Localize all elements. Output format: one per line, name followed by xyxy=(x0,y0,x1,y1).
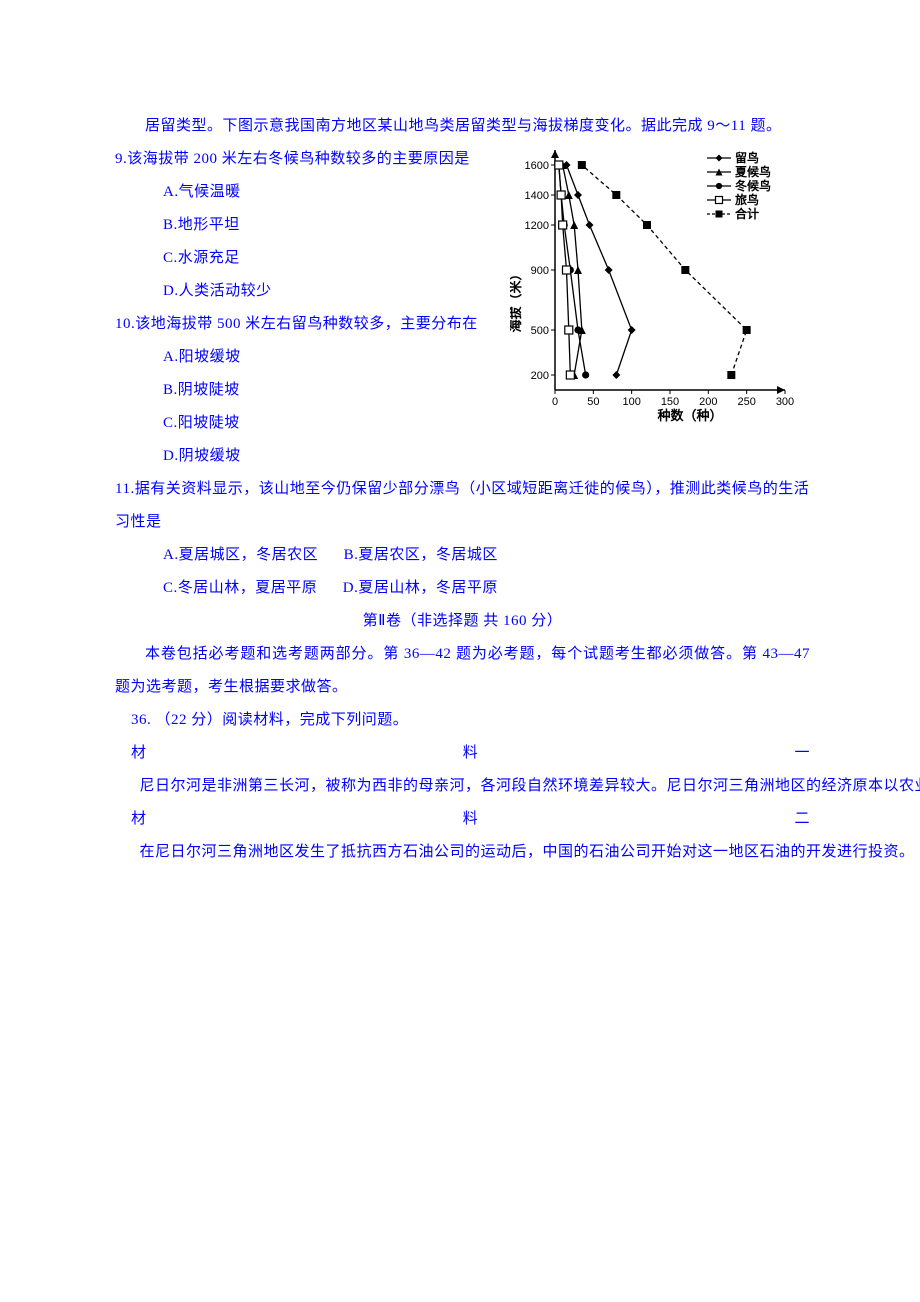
svg-text:旅鸟: 旅鸟 xyxy=(735,192,759,207)
q11-opts-row1: A.夏居城区，冬居农区 B.夏居农区，冬居城区 xyxy=(115,539,810,572)
svg-text:300: 300 xyxy=(776,396,794,408)
q11-opts-row2: C.冬居山林，夏居平原 D.夏居山林，冬居平原 xyxy=(115,572,810,605)
svg-text:150: 150 xyxy=(661,396,679,408)
section2-intro: 本卷包括必考题和选考题两部分。第 36—42 题为必考题，每个试题考生都必须做答… xyxy=(115,638,810,704)
svg-text:0: 0 xyxy=(552,396,558,408)
q10-opt-c: C.阳坡陡坡 xyxy=(115,407,535,440)
svg-text:50: 50 xyxy=(587,396,599,408)
material1: 材料一 尼日尔河是非洲第三长河，被称为西非的母亲河，各河段自然环境差异较大。尼日… xyxy=(115,737,810,803)
material2-text: 在尼日尔河三角洲地区发生了抵抗西方石油公司的运动后，中国的石油公司开始对这一地区… xyxy=(131,844,915,860)
q10-opt-b: B.阴坡陡坡 xyxy=(115,374,535,407)
svg-text:留鸟: 留鸟 xyxy=(735,150,759,165)
q9-opt-a: A.气候温暖 xyxy=(115,176,535,209)
svg-text:200: 200 xyxy=(531,370,549,382)
svg-text:1600: 1600 xyxy=(525,160,549,172)
material2: 材料二 在尼日尔河三角洲地区发生了抵抗西方石油公司的运动后，中国的石油公司开始对… xyxy=(115,803,810,869)
q10-opt-a: A.阳坡缓坡 xyxy=(115,341,535,374)
q9-opt-d: D.人类活动较少 xyxy=(115,275,535,308)
svg-text:冬候鸟: 冬候鸟 xyxy=(735,178,771,193)
svg-text:1400: 1400 xyxy=(525,190,549,202)
svg-text:海拔（米）: 海拔（米） xyxy=(510,267,523,332)
q9-opt-c: C.水源充足 xyxy=(115,242,535,275)
svg-text:合计: 合计 xyxy=(735,206,759,221)
q11-stem: 11.据有关资料显示，该山地至今仍保留少部分漂鸟（小区域短距离迁徙的候鸟），推测… xyxy=(115,473,810,539)
material1-text: 尼日尔河是非洲第三长河，被称为西非的母亲河，各河段自然环境差异较大。尼日尔河三角… xyxy=(131,778,920,794)
svg-text:1200: 1200 xyxy=(525,220,549,232)
svg-text:900: 900 xyxy=(531,265,549,277)
material1-label: 材料一 xyxy=(131,745,810,761)
svg-text:夏候鸟: 夏候鸟 xyxy=(735,164,771,179)
svg-text:250: 250 xyxy=(737,396,755,408)
q10-stem: 10.该地海拔带 500 米左右留鸟种数较多，主要分布在 xyxy=(115,308,535,341)
q9-stem: 9.该海拔带 200 米左右冬候鸟种数较多的主要原因是 xyxy=(115,143,535,176)
svg-text:500: 500 xyxy=(531,325,549,337)
q9-opt-b: B.地形平坦 xyxy=(115,209,535,242)
chart-svg: 200 500 900 1200 1400 1600 0 50 100 150 200 250 300 种… xyxy=(510,140,810,430)
intro-text: 居留类型。下图示意我国南方地区某山地鸟类居留类型与海拔梯度变化。据此完成 9～1… xyxy=(115,110,810,143)
q10-opt-d: D.阴坡缓坡 xyxy=(115,440,535,473)
bird-chart: 200 500 900 1200 1400 1600 0 50 100 150 200 250 300 种… xyxy=(510,140,810,430)
svg-text:种数（种）: 种数（种） xyxy=(656,408,722,423)
svg-text:200: 200 xyxy=(699,396,717,408)
q36-stem: 36. （22 分）阅读材料，完成下列问题。 xyxy=(115,704,810,737)
material2-label: 材料二 xyxy=(131,811,810,827)
section2-title: 第Ⅱ卷（非选择题 共 160 分） xyxy=(115,605,810,638)
svg-text:100: 100 xyxy=(622,396,640,408)
